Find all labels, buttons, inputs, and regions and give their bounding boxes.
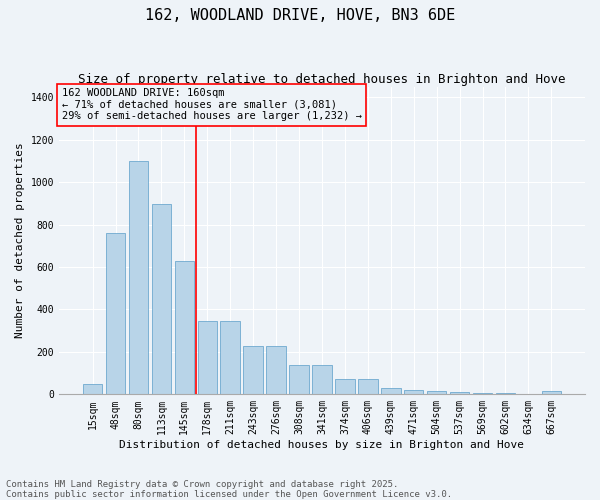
Bar: [335, 379, 355, 394]
Bar: [358, 379, 377, 394]
Bar: [404, 390, 424, 394]
Bar: [129, 161, 148, 394]
Bar: [450, 392, 469, 394]
Text: Contains HM Land Registry data © Crown copyright and database right 2025.
Contai: Contains HM Land Registry data © Crown c…: [6, 480, 452, 499]
Bar: [106, 233, 125, 394]
Bar: [152, 204, 171, 394]
Text: 162, WOODLAND DRIVE, HOVE, BN3 6DE: 162, WOODLAND DRIVE, HOVE, BN3 6DE: [145, 8, 455, 22]
Bar: [289, 364, 309, 394]
Bar: [542, 391, 561, 394]
Bar: [427, 391, 446, 394]
Bar: [244, 346, 263, 395]
X-axis label: Distribution of detached houses by size in Brighton and Hove: Distribution of detached houses by size …: [119, 440, 524, 450]
Bar: [312, 364, 332, 394]
Bar: [266, 346, 286, 395]
Bar: [175, 260, 194, 394]
Bar: [83, 384, 103, 394]
Bar: [197, 321, 217, 394]
Bar: [381, 388, 401, 394]
Y-axis label: Number of detached properties: Number of detached properties: [15, 142, 25, 338]
Text: 162 WOODLAND DRIVE: 160sqm
← 71% of detached houses are smaller (3,081)
29% of s: 162 WOODLAND DRIVE: 160sqm ← 71% of deta…: [62, 88, 362, 122]
Title: Size of property relative to detached houses in Brighton and Hove: Size of property relative to detached ho…: [78, 72, 566, 86]
Bar: [220, 321, 240, 394]
